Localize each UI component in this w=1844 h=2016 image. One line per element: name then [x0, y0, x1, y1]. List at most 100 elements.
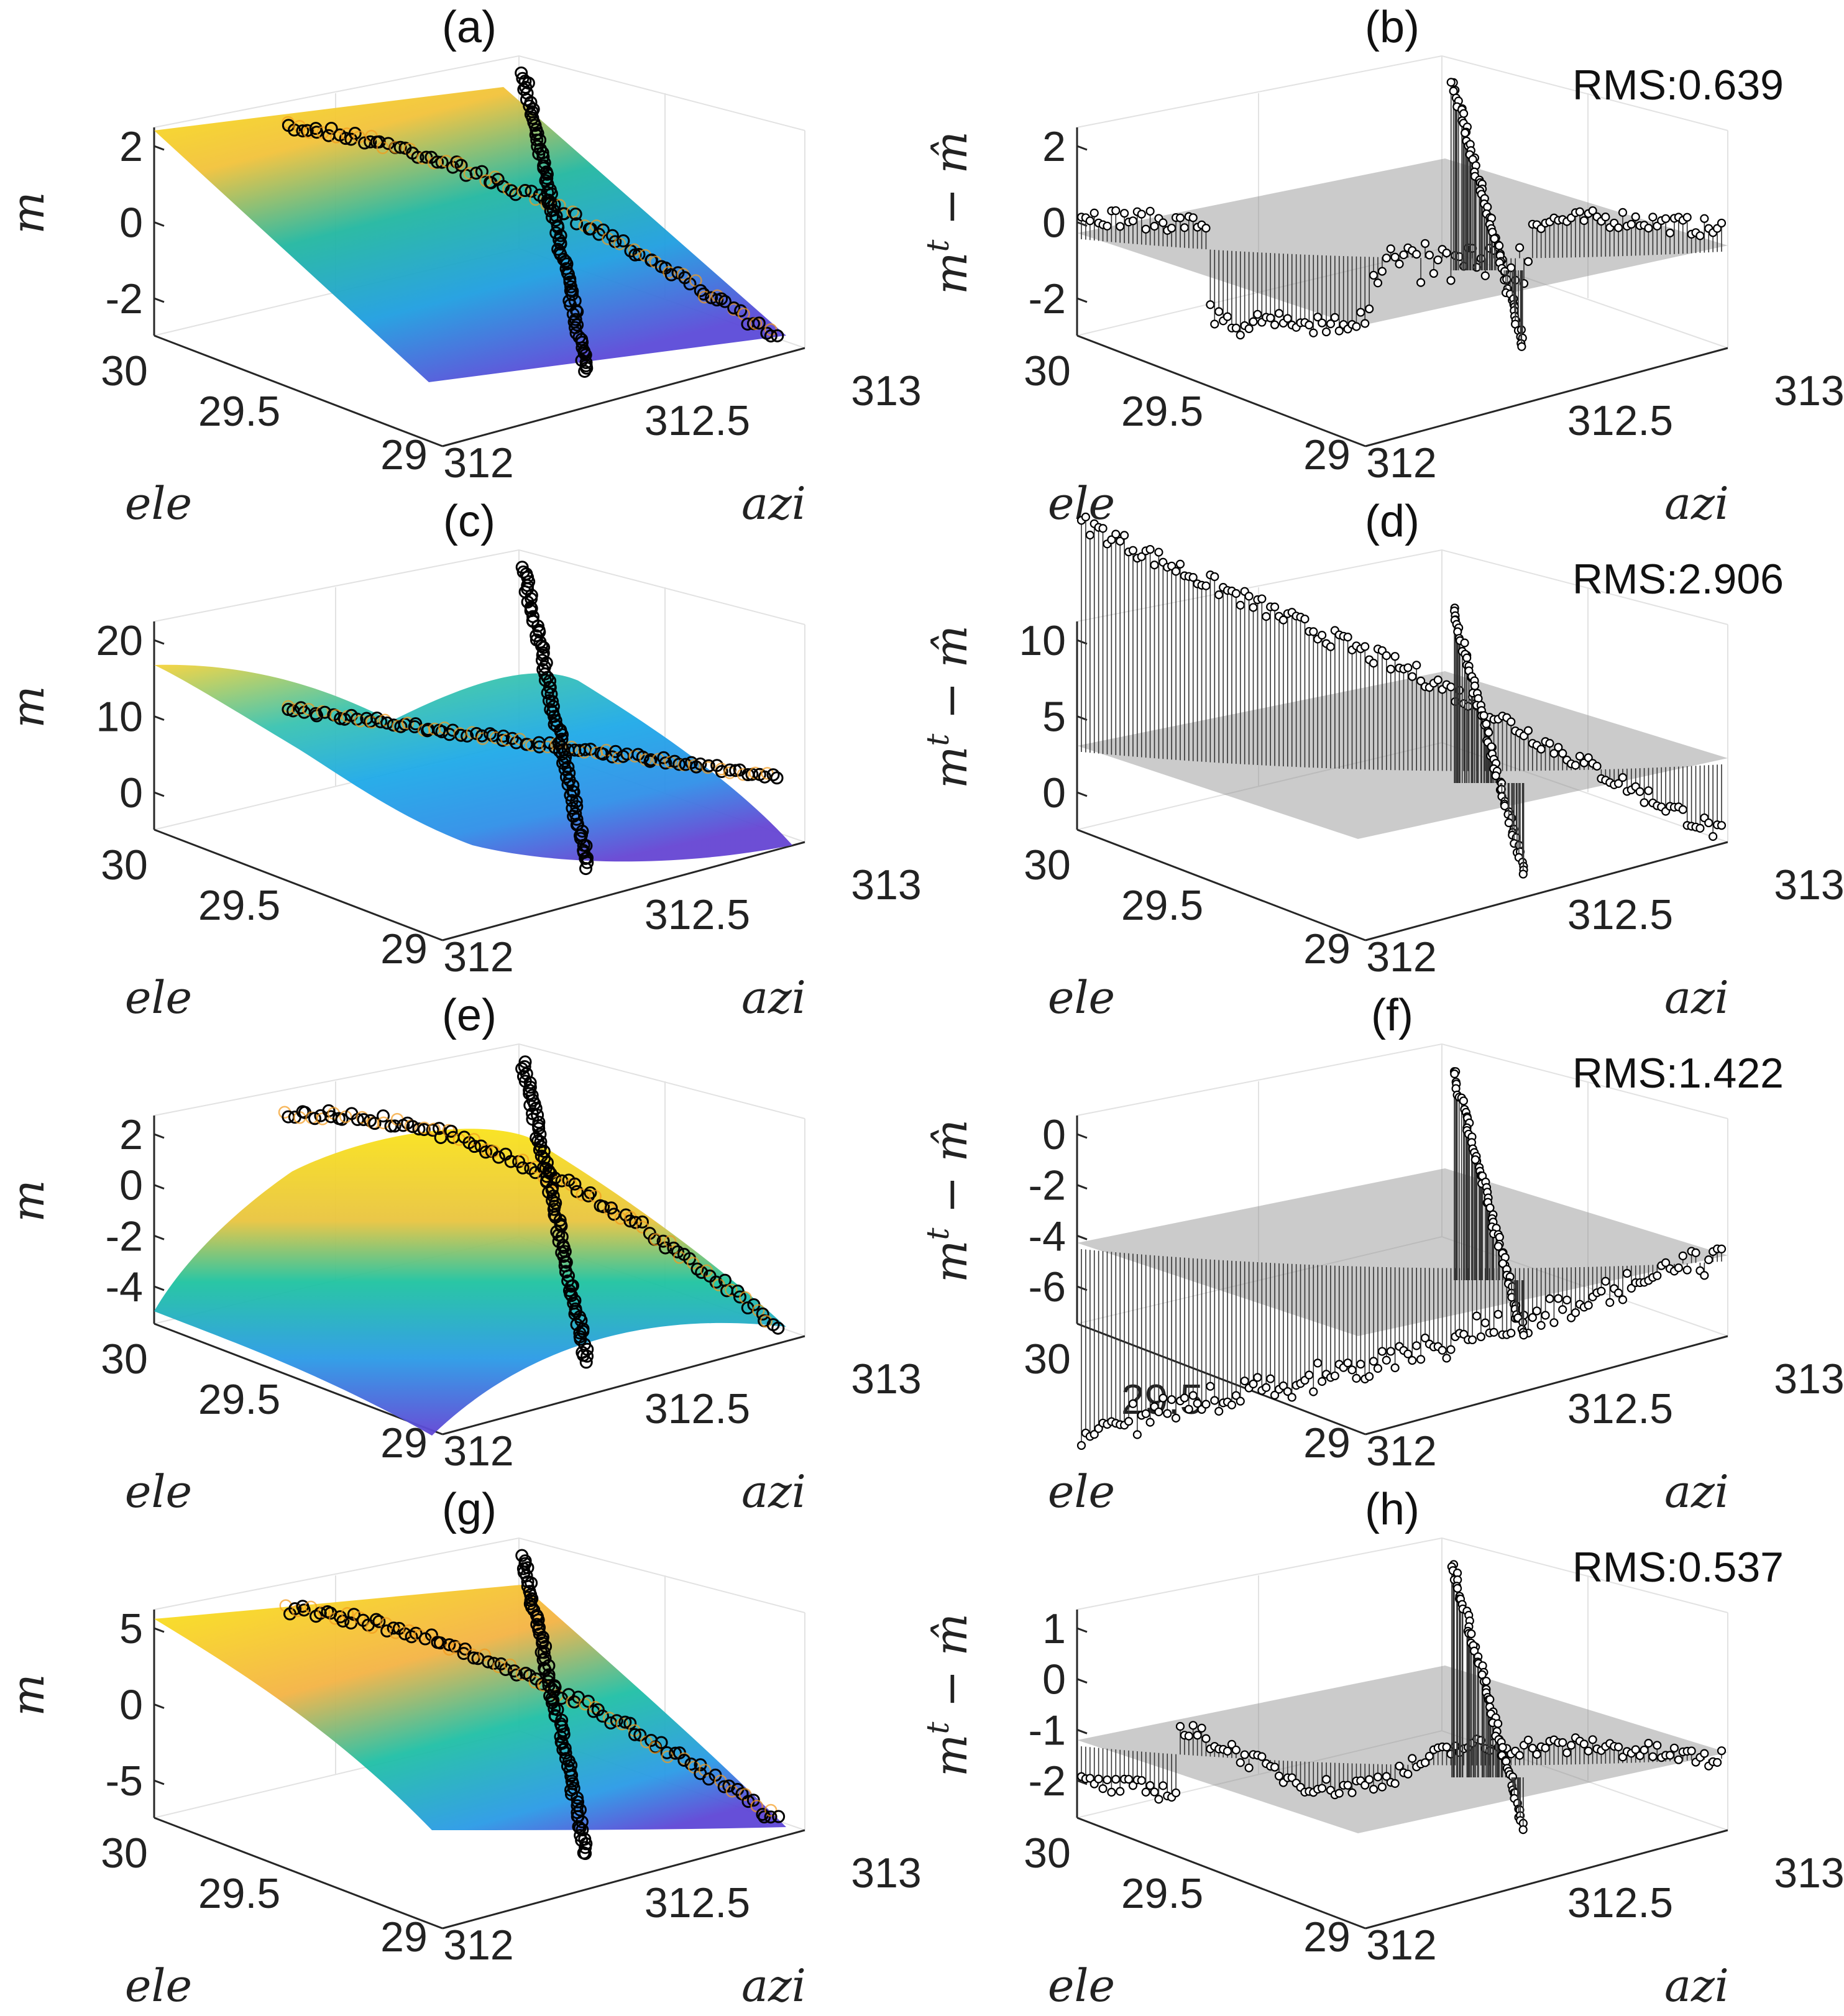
residual-marker	[1536, 1321, 1546, 1330]
residual-marker	[1461, 128, 1470, 138]
measurement-marker	[510, 1668, 523, 1682]
residual-marker	[1661, 1258, 1671, 1267]
residual-marker	[1403, 1769, 1413, 1779]
residual-marker	[1704, 1255, 1713, 1265]
residual-marker	[1137, 1775, 1146, 1785]
zero-plane	[1077, 1665, 1728, 1833]
measurement-marker	[734, 304, 748, 318]
residual-marker	[1523, 257, 1533, 266]
residual-marker	[1167, 223, 1177, 233]
residual-marker	[1128, 546, 1138, 555]
azi-axis-line	[1365, 841, 1728, 942]
residual-marker	[1571, 1308, 1580, 1317]
residual-marker	[1206, 1381, 1215, 1391]
measurement-marker	[489, 170, 502, 184]
residual-marker	[1257, 1752, 1267, 1761]
azi-axis-line	[442, 841, 805, 942]
residual-marker	[1695, 823, 1705, 833]
measurement-marker	[677, 1753, 691, 1767]
z-tick	[154, 297, 165, 303]
residual-marker	[1373, 1363, 1383, 1373]
z-tick	[154, 1779, 165, 1785]
measurement-marker	[596, 748, 610, 761]
residual-marker	[1438, 1345, 1447, 1355]
z-tick-label: 10	[1019, 617, 1066, 664]
residual-marker	[1305, 320, 1314, 330]
residual-marker	[1665, 228, 1675, 237]
residual-marker	[1674, 1755, 1683, 1764]
measurement-marker	[377, 1109, 390, 1123]
measurement-marker	[368, 1117, 382, 1130]
residual-marker	[1467, 1335, 1477, 1345]
measurement-marker	[570, 812, 584, 826]
measurement-marker	[764, 1810, 778, 1824]
residual-marker	[1467, 1629, 1476, 1639]
z-tick	[1076, 1133, 1088, 1139]
azi-axis-label: azi	[1664, 1959, 1729, 2012]
ele-tick-label: 29	[1303, 1419, 1351, 1467]
residual-marker	[1482, 1677, 1491, 1686]
measurement-marker	[519, 80, 533, 94]
measurement-marker	[644, 753, 658, 766]
measurement-marker	[467, 1140, 481, 1153]
residual-marker	[1334, 326, 1344, 336]
z-tick-label: -4	[106, 1263, 143, 1311]
measurement-marker	[499, 1662, 513, 1676]
azi-tick-label: 312.5	[1567, 1879, 1673, 1927]
azi-tick-label: 313	[1774, 861, 1844, 909]
residual-marker	[1313, 1359, 1323, 1368]
ele-tick-label: 30	[101, 1830, 148, 1877]
residual-marker	[1334, 1789, 1344, 1798]
residual-marker	[1222, 312, 1232, 321]
residual-marker	[1107, 535, 1116, 544]
residual-marker	[1678, 1251, 1687, 1260]
residual-marker	[1489, 1327, 1498, 1337]
measurement-marker	[433, 1122, 446, 1135]
residual-marker	[1592, 761, 1602, 771]
measurement-marker	[702, 1772, 715, 1786]
residual-marker	[1158, 218, 1168, 227]
z-tick-label: -6	[1029, 1263, 1066, 1311]
residual-marker	[1485, 1695, 1495, 1704]
measurement-marker	[433, 1636, 447, 1650]
measurement-marker	[364, 135, 377, 149]
residual-marker	[1420, 1758, 1430, 1767]
residual-marker	[1579, 216, 1589, 226]
measurement-marker	[561, 760, 575, 774]
measurement-marker	[572, 1820, 585, 1833]
residual-marker	[1214, 590, 1224, 600]
residual-marker	[1601, 213, 1610, 222]
residual-marker	[1309, 1387, 1318, 1396]
residual-marker	[1128, 216, 1138, 226]
residual-marker	[1377, 1347, 1387, 1356]
measurement-marker	[544, 187, 558, 201]
fitted-surface	[154, 87, 786, 382]
residual-marker	[1184, 1731, 1193, 1741]
measurement-marker	[467, 1133, 480, 1146]
ele-axis-line	[1076, 1322, 1366, 1436]
ele-axis-label: ele	[1048, 971, 1115, 1024]
residual-marker	[1356, 308, 1365, 317]
residual-marker	[1424, 250, 1434, 260]
measurement-marker	[573, 1326, 587, 1340]
residual-marker	[1416, 1355, 1426, 1364]
residual-marker	[1653, 1271, 1662, 1280]
z-tick	[1076, 1234, 1088, 1240]
z-axis-label: mt − m̂	[920, 625, 977, 789]
residual-marker	[1386, 664, 1395, 674]
z-axis-label: m	[2, 191, 54, 234]
panel-title: (g)	[442, 1485, 497, 1534]
residual-marker	[1249, 317, 1258, 326]
measurement-marker	[715, 765, 728, 779]
residual-marker	[1613, 779, 1623, 788]
residual-marker	[1128, 1399, 1138, 1408]
residual-marker	[1132, 1430, 1142, 1439]
ele-tick-label: 29	[1303, 1913, 1351, 1961]
residual-marker	[1700, 214, 1709, 223]
residual-marker	[1490, 234, 1499, 244]
measurement-marker	[403, 1624, 416, 1638]
residual-marker	[1171, 1788, 1181, 1798]
residual-marker	[1098, 524, 1108, 533]
measurement-marker	[577, 346, 591, 360]
ele-tick-label: 29.5	[198, 388, 280, 435]
